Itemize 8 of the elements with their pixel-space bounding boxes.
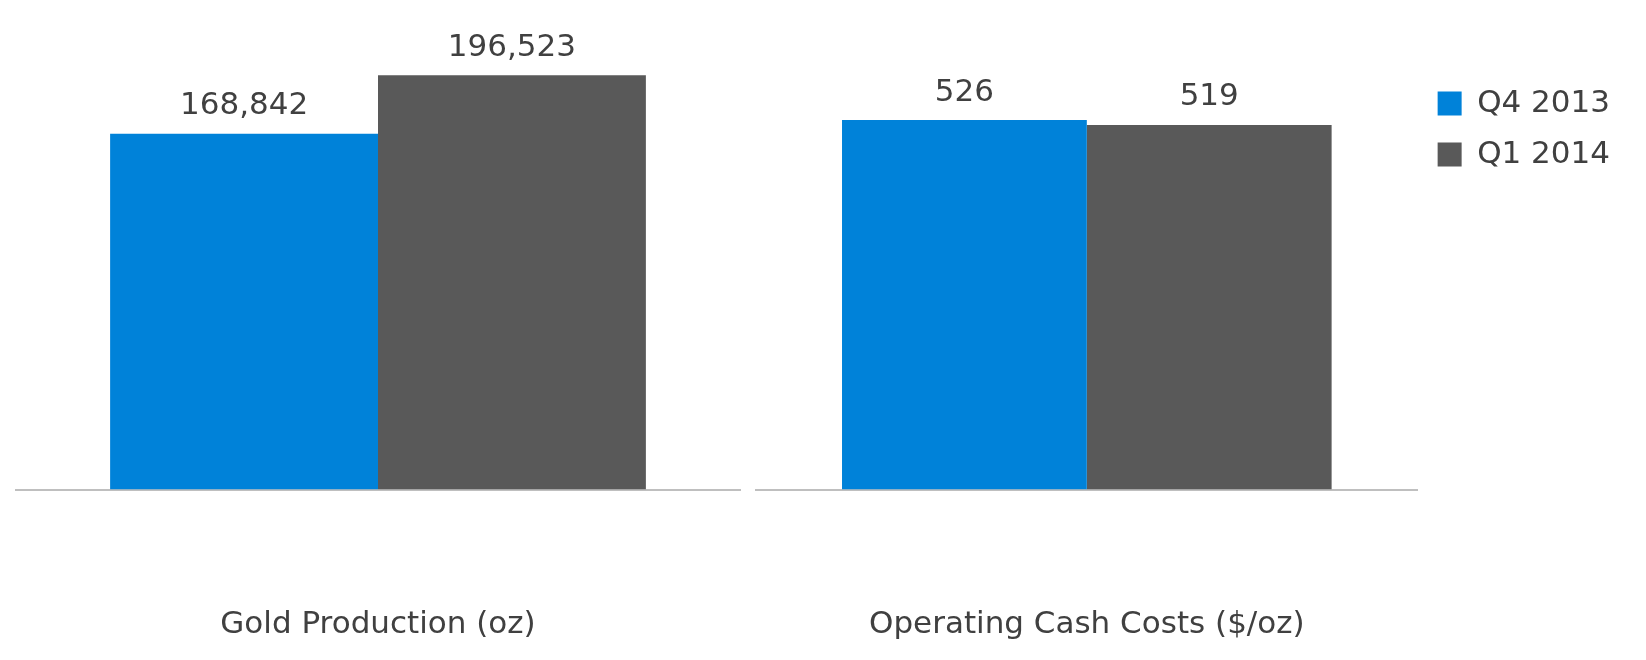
data-label: 519 (1179, 76, 1239, 113)
data-label: 168,842 (179, 85, 309, 122)
x-axis-title: Operating Cash Costs ($/oz) (868, 604, 1305, 641)
legend-label: Q1 2014 (1477, 133, 1610, 170)
x-axis-title: Gold Production (oz) (220, 604, 536, 641)
legend-label: Q4 2013 (1477, 82, 1610, 119)
data-label: 196,523 (447, 26, 577, 63)
data-label: 526 (934, 71, 994, 108)
